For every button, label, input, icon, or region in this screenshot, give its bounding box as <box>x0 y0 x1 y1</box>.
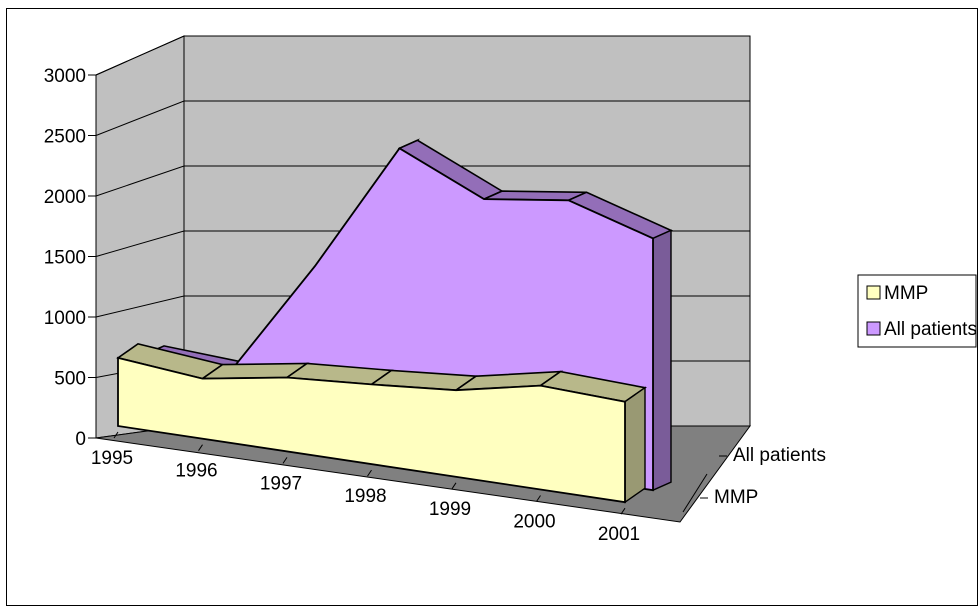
legend-swatch <box>866 321 881 336</box>
series-mmp <box>116 343 648 504</box>
legend-label: MMP <box>884 283 928 304</box>
legend-swatch <box>866 285 881 300</box>
x-tick <box>198 444 203 451</box>
y-tick-label: 1500 <box>44 248 86 269</box>
x-tick <box>620 507 626 515</box>
x-tick-label: 1999 <box>429 499 471 520</box>
depth-axis-line <box>682 473 708 513</box>
y-tick-label: 2000 <box>44 187 86 208</box>
y-tick-label: 3000 <box>44 66 86 87</box>
gridline <box>95 35 750 76</box>
x-tick-label: 2001 <box>598 524 640 545</box>
legend-label: All patients <box>884 319 977 340</box>
x-tick <box>113 431 119 439</box>
axes: 0 500 1000 1500 2000 2500 3000 1995 1996 1997 1998… <box>44 66 826 545</box>
y-tick-label: 1000 <box>44 308 86 329</box>
mmp-front-face <box>117 356 626 504</box>
depth-tick-label: MMP <box>714 487 758 508</box>
y-tick-label: 500 <box>54 369 86 390</box>
mmp-side <box>624 386 646 504</box>
x-tick-label: 1997 <box>260 473 302 494</box>
y-tick-label: 0 <box>75 429 86 450</box>
x-tick <box>282 457 288 464</box>
x-tick <box>367 469 372 477</box>
x-tick-label: 2000 <box>513 512 555 533</box>
y-tick-label: 2500 <box>44 127 86 148</box>
x-tick <box>536 495 541 502</box>
x-tick-label: 1996 <box>175 461 217 482</box>
x-tick-label: 1995 <box>91 448 133 469</box>
legend: MMP All patients <box>857 274 977 348</box>
x-tick-label: 1998 <box>344 486 386 507</box>
x-tick <box>451 482 457 490</box>
gridline <box>95 165 750 197</box>
gridline <box>95 100 750 136</box>
all-patients-side <box>652 229 672 492</box>
depth-tick-label: All patients <box>733 445 826 466</box>
